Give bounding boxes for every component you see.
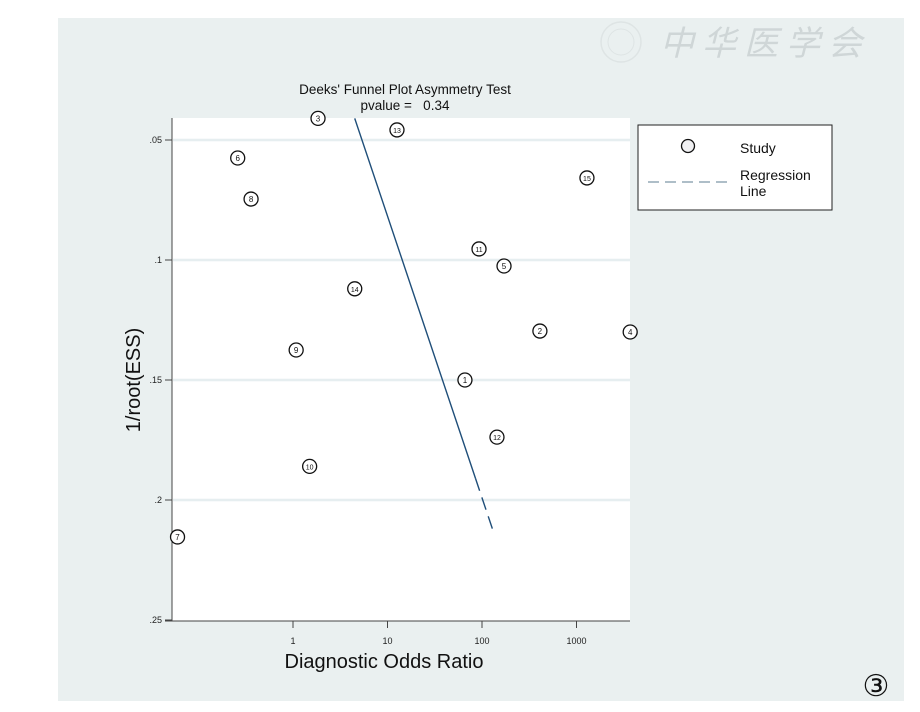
study-label: 4: [628, 328, 633, 337]
chart-subtitle: pvalue = 0.34: [361, 98, 450, 113]
regression-line-dashed: [474, 478, 495, 534]
study-label: 15: [583, 176, 591, 183]
x-tick-label: 1000: [566, 636, 586, 646]
study-label: 1: [463, 376, 468, 385]
x-tick-label: 1: [290, 636, 295, 646]
y-tick-label: .2: [154, 495, 162, 505]
study-point: 7: [169, 529, 186, 545]
x-tick-label: 10: [382, 636, 392, 646]
study-point: 4: [622, 324, 638, 340]
study-point: 13: [389, 122, 405, 138]
study-label: 5: [502, 262, 507, 271]
x-axis-label: Diagnostic Odds Ratio: [285, 651, 484, 673]
y-tick-label: .1: [154, 255, 162, 265]
study-point: 3: [310, 110, 326, 127]
study-label: 10: [306, 464, 314, 471]
study-marker: [389, 122, 405, 138]
study-point: 11: [471, 241, 487, 257]
study-marker: [532, 323, 548, 339]
study-point: 1: [457, 372, 473, 388]
study-label: 13: [393, 128, 401, 135]
watermark: [600, 21, 642, 63]
study-label: 14: [351, 287, 359, 294]
x-tick-label: 100: [474, 636, 489, 646]
study-marker: [496, 258, 512, 274]
legend-study-label: Study: [740, 140, 776, 156]
study-label: 8: [249, 195, 254, 204]
study-marker: [471, 241, 487, 257]
legend-regression-label: Regression: [740, 167, 811, 183]
regression-line-solid: [354, 118, 477, 479]
study-marker: [622, 324, 638, 340]
study-marker: [288, 342, 304, 358]
study-marker: [347, 281, 363, 297]
y-axis-label: 1/root(ESS): [123, 328, 145, 432]
study-marker: [243, 191, 259, 207]
study-label: 9: [294, 346, 299, 355]
study-label: 6: [235, 154, 240, 163]
study-marker: [457, 372, 473, 388]
study-marker: [169, 529, 186, 545]
legend-regression-label-2: Line: [740, 183, 767, 199]
study-label: 3: [316, 114, 321, 123]
study-point: 15: [579, 170, 595, 186]
y-tick-label: .25: [149, 615, 162, 625]
study-marker: [301, 458, 318, 475]
study-marker: [310, 110, 326, 127]
study-marker: [579, 170, 595, 186]
plot-area: [172, 118, 630, 621]
study-point: 12: [489, 429, 505, 445]
chart-title: Deeks' Funnel Plot Asymmetry Test: [299, 82, 511, 97]
study-point: 2: [532, 323, 548, 339]
study-point: 10: [301, 458, 318, 475]
y-tick-label: .15: [149, 375, 162, 385]
study-label: 2: [538, 327, 543, 336]
y-tick-label: .05: [149, 135, 162, 145]
study-marker: [230, 150, 246, 166]
study-point: 6: [230, 150, 246, 166]
study-point: 5: [496, 258, 512, 274]
legend: Study Regression Line: [637, 124, 833, 211]
study-point: 9: [288, 342, 304, 358]
study-point: 14: [347, 281, 363, 297]
study-label: 12: [493, 435, 501, 442]
study-label: 11: [475, 247, 482, 254]
legend-study-marker: [680, 138, 696, 154]
study-marker: [489, 429, 505, 445]
study-point: 8: [243, 191, 259, 207]
figure-label: ③: [863, 670, 890, 703]
study-label: 7: [175, 533, 180, 542]
watermark-text: 中华医学会: [660, 24, 870, 64]
